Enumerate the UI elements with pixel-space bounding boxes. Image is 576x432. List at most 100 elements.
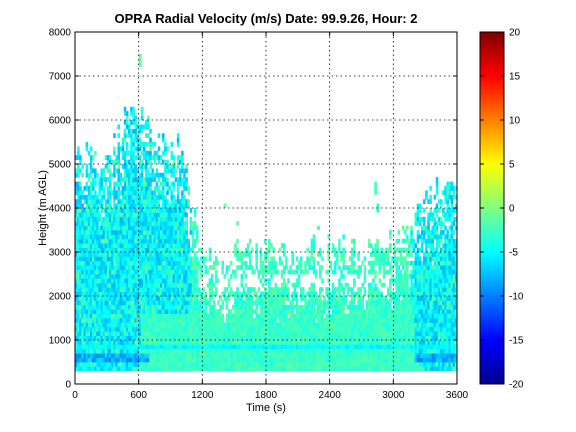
heatmap-cell (121, 208, 125, 213)
heatmap-cell (191, 318, 195, 323)
heatmap-cell (274, 353, 278, 358)
heatmap-cell (176, 309, 180, 314)
heatmap-cell (274, 357, 278, 363)
heatmap-cell (111, 243, 114, 248)
heatmap-cell (187, 353, 190, 358)
heatmap-cell (142, 221, 146, 226)
heatmap-cell (302, 326, 305, 332)
heatmap-cell (172, 230, 176, 235)
heatmap-cell (138, 265, 142, 270)
heatmap-cell (83, 353, 87, 358)
heatmap-cell (87, 357, 91, 363)
heatmap-cell (338, 340, 341, 345)
heatmap-cell (344, 313, 348, 319)
heatmap-cell (181, 247, 184, 253)
heatmap-cell (372, 357, 375, 363)
heatmap-cell (151, 318, 154, 323)
heatmap-cell (227, 318, 231, 323)
heatmap-cell (134, 234, 137, 240)
heatmap-cell (123, 159, 127, 165)
heatmap-cell (108, 208, 112, 213)
heatmap-cell (189, 362, 193, 367)
heatmap-cell (268, 313, 271, 319)
heatmap-cell (319, 313, 322, 319)
heatmap-cell (372, 318, 375, 323)
heatmap-cell (153, 300, 157, 306)
heatmap-cell (219, 335, 222, 341)
heatmap-cell (333, 296, 337, 301)
heatmap-cell (295, 318, 299, 323)
heatmap-cell (142, 300, 146, 306)
heatmap-cell (382, 362, 386, 367)
heatmap-cell (117, 260, 120, 266)
heatmap-cell (208, 252, 212, 257)
heatmap-cell (191, 230, 195, 235)
heatmap-cell (299, 335, 303, 341)
heatmap-cell (87, 309, 91, 314)
heatmap-cell (77, 150, 80, 156)
heatmap-cell (268, 265, 271, 270)
heatmap-cell (123, 318, 127, 323)
heatmap-cell (81, 309, 84, 314)
heatmap-cell (183, 260, 186, 266)
heatmap-cell (85, 256, 89, 262)
heatmap-cell (406, 296, 409, 301)
heatmap-cell (397, 304, 401, 310)
heatmap-cell (123, 304, 127, 310)
heatmap-cell (138, 287, 142, 292)
heatmap-cell (100, 318, 103, 323)
heatmap-cell (278, 322, 282, 328)
heatmap-cell (251, 296, 254, 301)
heatmap-cell (130, 208, 133, 213)
heatmap-cell (285, 260, 288, 266)
heatmap-cell (210, 274, 214, 279)
heatmap-cell (183, 203, 186, 209)
heatmap-cell (162, 326, 165, 332)
heatmap-cell (123, 150, 127, 156)
heatmap-cell (102, 309, 106, 314)
heatmap-cell (181, 313, 184, 319)
heatmap-cell (111, 366, 114, 372)
heatmap-cell (91, 260, 95, 266)
heatmap-cell (94, 194, 97, 200)
heatmap-cell (357, 318, 360, 323)
heatmap-cell (198, 318, 201, 323)
heatmap-cell (333, 362, 337, 367)
heatmap-cell (401, 340, 405, 345)
heatmap-cell (378, 296, 381, 301)
heatmap-cell (293, 318, 297, 323)
heatmap-cell (331, 362, 335, 367)
heatmap-cell (115, 287, 118, 292)
heatmap-cell (102, 344, 106, 350)
heatmap-cell (130, 142, 133, 147)
heatmap-cell (130, 278, 133, 284)
heatmap-cell (149, 296, 152, 301)
heatmap-cell (77, 216, 80, 222)
heatmap-cell (234, 300, 237, 306)
heatmap-cell (183, 234, 186, 240)
heatmap-cell (87, 274, 91, 279)
heatmap-cell (91, 203, 95, 209)
heatmap-cell (102, 331, 106, 336)
heatmap-cell (185, 304, 188, 310)
heatmap-cell (374, 260, 377, 266)
heatmap-cell (123, 340, 127, 345)
heatmap-cell (153, 142, 157, 147)
heatmap-cell (166, 159, 169, 165)
heatmap-cell (289, 269, 292, 275)
heatmap-cell (132, 282, 135, 288)
heatmap-cell (130, 234, 133, 240)
heatmap-cell (297, 304, 301, 310)
heatmap-cell (238, 256, 241, 262)
heatmap-cell (380, 256, 384, 262)
heatmap-cell (94, 296, 97, 301)
heatmap-cell (172, 340, 176, 345)
heatmap-cell (121, 348, 125, 354)
heatmap-cell (236, 353, 239, 358)
heatmap-cell (85, 326, 89, 332)
heatmap-cell (147, 269, 150, 275)
heatmap-cell (329, 313, 333, 319)
heatmap-cell (117, 274, 120, 279)
heatmap-cell (153, 265, 157, 270)
heatmap-cell (178, 234, 182, 240)
